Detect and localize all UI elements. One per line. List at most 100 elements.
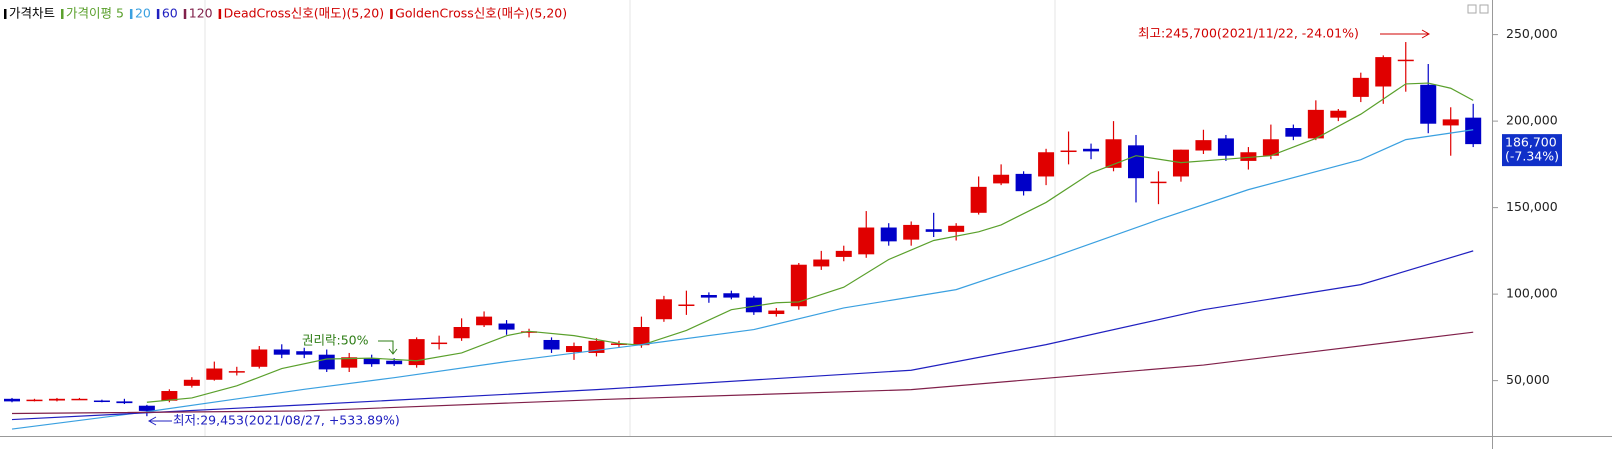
last-price-box	[1502, 134, 1562, 167]
candle-body	[1352, 77, 1369, 97]
candle-body	[498, 323, 515, 330]
candle-body	[745, 297, 762, 313]
low-arrow-head	[147, 416, 157, 426]
legend-label: 가격차트	[9, 6, 55, 21]
restore-button[interactable]	[1467, 4, 1477, 14]
high-arrow-head	[1421, 29, 1431, 39]
candle-body	[386, 360, 403, 365]
candle-body	[768, 310, 785, 315]
candle-body	[1150, 181, 1167, 184]
close-button[interactable]	[1479, 4, 1489, 14]
last-price-change: (-7.34%)	[1505, 149, 1559, 164]
y-tick-label: 200,000	[1506, 113, 1558, 128]
candle-body	[543, 339, 560, 350]
candle-body	[700, 294, 717, 298]
candle-body	[1195, 140, 1212, 151]
candle-body	[1262, 139, 1279, 156]
candle-body	[71, 398, 88, 401]
legend-swatch	[218, 9, 222, 19]
candle-body	[655, 299, 672, 320]
candle-body	[296, 351, 313, 355]
legend-swatch	[61, 9, 64, 19]
candle-body	[273, 349, 290, 355]
candle-body	[948, 225, 965, 232]
legend-label: 60	[162, 6, 178, 21]
y-tick-label: 250,000	[1506, 26, 1558, 41]
candle-body	[453, 327, 470, 339]
moving-average-line	[146, 82, 1474, 403]
moving-average-line	[11, 129, 1474, 430]
legend-swatch	[183, 9, 187, 19]
candle-body	[93, 400, 110, 403]
moving-average-line	[11, 250, 1474, 421]
y-tick-label: 150,000	[1506, 199, 1558, 214]
legend-label: 가격이평 5	[66, 6, 124, 21]
candle-body	[970, 186, 987, 213]
candle-body	[1330, 110, 1347, 118]
candle-body	[4, 398, 20, 402]
candle-body	[431, 342, 448, 345]
legend-label: DeadCross신호(매도)(5,20)	[224, 6, 385, 21]
candle-body	[341, 357, 358, 368]
candle-body	[903, 224, 920, 240]
legend-swatch	[156, 9, 160, 19]
legend-swatch	[390, 9, 393, 19]
candle-body	[1105, 139, 1122, 168]
candle-body	[1465, 117, 1482, 145]
low-annotation: 최저:29,453(2021/08/27, +533.89%)	[173, 413, 400, 428]
y-tick-label: 100,000	[1506, 286, 1558, 301]
candle-body	[1060, 150, 1077, 153]
candle-body	[1083, 148, 1100, 152]
candle-body	[26, 399, 43, 402]
candle-body	[1038, 152, 1055, 177]
candle-body	[161, 391, 178, 401]
candle-body	[1397, 59, 1414, 62]
candle-body	[318, 354, 335, 370]
candle-body	[476, 316, 493, 326]
legend-label: 120	[189, 6, 213, 21]
y-tick-label: 50,000	[1506, 372, 1550, 387]
candle-body	[363, 358, 380, 365]
candle-body	[1285, 128, 1302, 137]
candle-body	[633, 327, 650, 346]
legend-swatch	[129, 9, 133, 19]
candle-body	[521, 331, 538, 333]
candle-body	[566, 346, 582, 353]
candle-body	[408, 339, 425, 366]
legend-label: 20	[135, 6, 151, 21]
candle-body	[790, 264, 807, 307]
last-price-label: 186,700	[1505, 135, 1557, 150]
candle-body	[206, 368, 223, 380]
candle-body	[48, 398, 65, 401]
candle-body	[183, 379, 200, 386]
candle-body	[925, 229, 942, 232]
high-annotation: 최고:245,700(2021/11/22, -24.01%)	[1138, 26, 1359, 41]
candle-body	[1307, 109, 1324, 139]
candle-body	[678, 304, 695, 307]
candle-body	[993, 174, 1010, 184]
candle-body	[251, 349, 268, 367]
candle-body	[228, 371, 245, 373]
candle-body	[813, 259, 830, 267]
candle-body	[1375, 57, 1392, 87]
candle-body	[1240, 152, 1257, 161]
candle-body	[116, 401, 133, 404]
rights-annotation: 권리락:50%	[302, 333, 369, 348]
candle-body	[858, 227, 875, 255]
candle-body	[138, 405, 155, 411]
moving-average-line	[11, 331, 1474, 415]
candle-body	[835, 250, 852, 257]
candle-body	[1217, 138, 1234, 156]
candle-body	[1128, 145, 1144, 179]
candle-body	[723, 293, 740, 298]
candle-body	[1420, 84, 1437, 124]
annotations: 최고:245,700(2021/11/22, -24.01%) 최저:29,45…	[147, 26, 1431, 428]
candle-body	[1442, 119, 1459, 126]
legend-swatch	[4, 9, 7, 19]
legend-label: GoldenCross신호(매수)(5,20)	[395, 6, 567, 21]
candle-body	[1015, 173, 1032, 192]
candle-body	[610, 343, 627, 345]
